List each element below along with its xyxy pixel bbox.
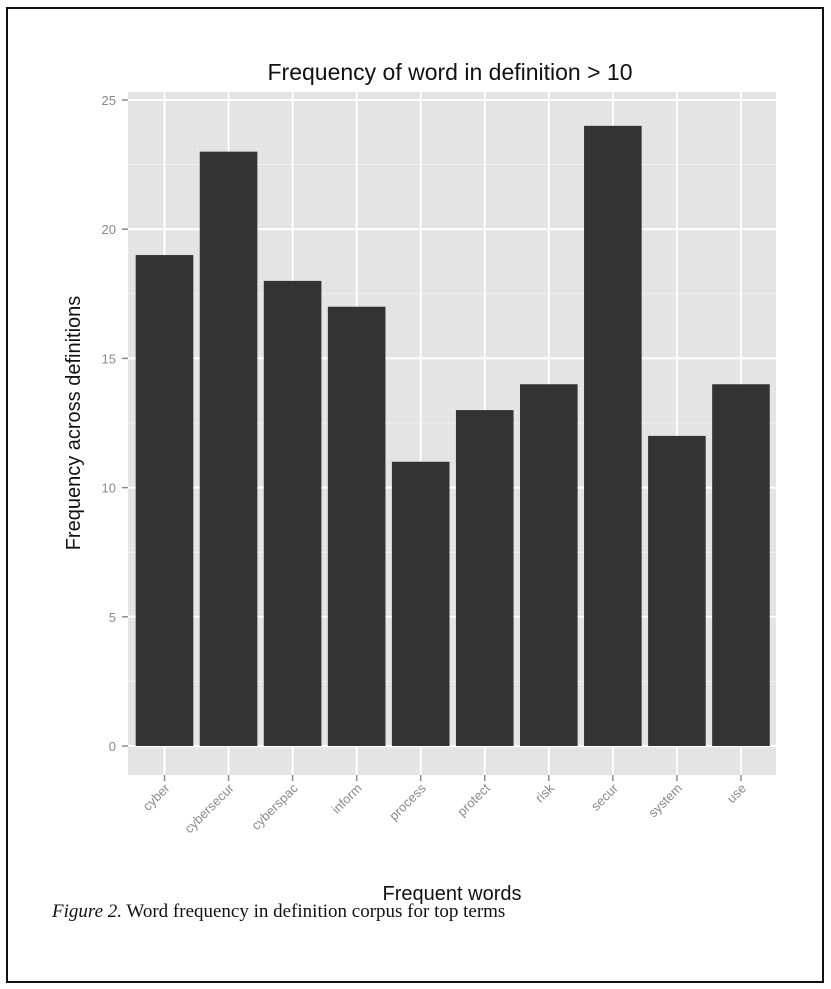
bar-cyberspac (263, 280, 322, 746)
bar-process (391, 461, 450, 746)
y-tick-label: 0 (109, 739, 116, 754)
x-tick-label-secur: secur (588, 780, 622, 814)
y-tick-label: 5 (109, 610, 116, 625)
x-tick-label-protect: protect (454, 780, 493, 819)
caption-text: Word frequency in definition corpus for … (122, 901, 506, 922)
y-tick-label: 10 (102, 481, 116, 496)
bar-inform (327, 306, 386, 746)
bar-system (648, 435, 706, 746)
y-axis-title: Frequency across definitions (63, 296, 85, 551)
bar-cybersecur (199, 151, 258, 746)
x-tick-label-cyberspac: cyberspac (248, 780, 301, 833)
x-axis-title: Frequent words (383, 883, 522, 905)
x-tick-label-process: process (386, 780, 429, 823)
x-tick-label-risk: risk (532, 780, 557, 805)
figure-caption: Figure 2. Word frequency in definition c… (52, 901, 505, 923)
y-tick-label: 20 (102, 222, 116, 237)
y-axis-ticks: 0 5 10 15 20 25 (102, 93, 128, 754)
x-axis-ticks: cyber cybersecur cyberspac inform process pro… (140, 775, 749, 836)
caption-label: Figure 2. (52, 901, 123, 922)
bar-protect (455, 410, 514, 746)
bar-use (712, 384, 770, 746)
x-tick-label-cyber: cyber (140, 780, 174, 814)
x-tick-label-cybersecur: cybersecur (181, 780, 237, 836)
bar-risk (520, 384, 578, 746)
bar-secur (584, 125, 642, 747)
bar-cyber (135, 255, 194, 747)
x-tick-label-system: system (645, 781, 685, 821)
y-tick-label: 15 (102, 351, 116, 366)
bars (135, 125, 770, 747)
chart-title: Frequency of word in definition > 10 (267, 59, 632, 85)
y-tick-label: 25 (102, 93, 116, 108)
x-tick-label-use: use (724, 781, 749, 806)
x-tick-label-inform: inform (329, 781, 365, 817)
